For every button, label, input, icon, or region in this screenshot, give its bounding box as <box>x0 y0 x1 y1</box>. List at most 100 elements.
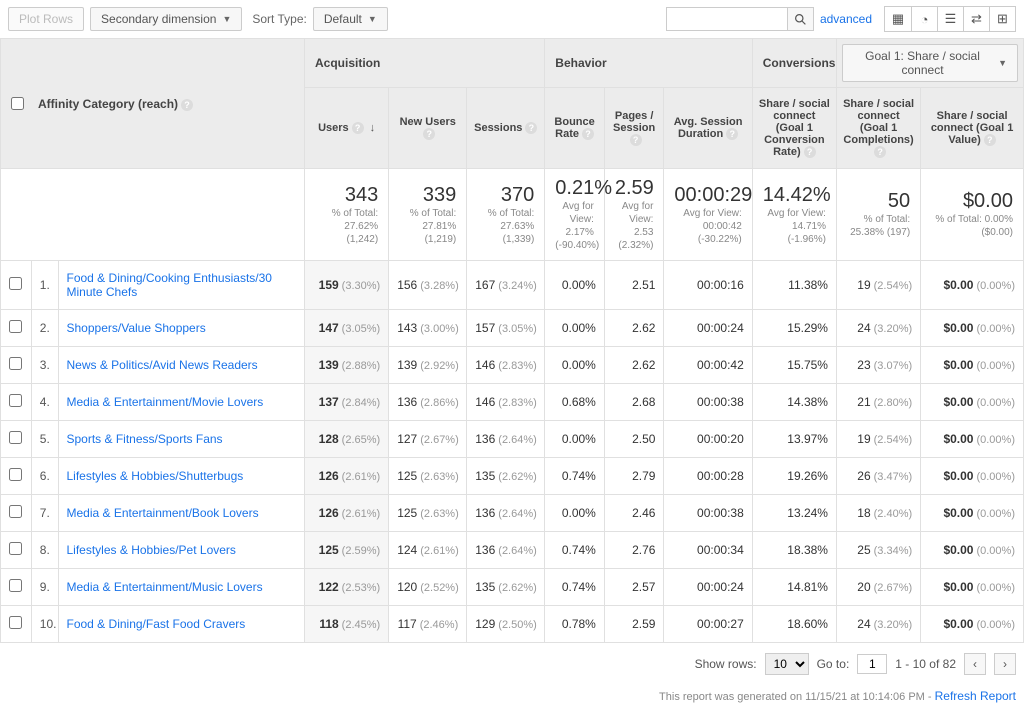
col-users[interactable]: Users?↓ <box>305 88 389 169</box>
advanced-link[interactable]: advanced <box>820 12 872 26</box>
view-bar-icon[interactable]: ☰ <box>937 7 963 31</box>
show-rows-label: Show rows: <box>695 657 757 671</box>
prev-page-button[interactable]: ‹ <box>964 653 986 675</box>
row-checkbox[interactable] <box>9 542 22 555</box>
refresh-report-link[interactable]: Refresh Report <box>935 689 1016 703</box>
view-table-icon[interactable]: ▦ <box>885 7 911 31</box>
cell-new-users: 124(2.61%) <box>389 532 467 569</box>
help-icon[interactable]: ? <box>181 99 193 111</box>
row-checkbox[interactable] <box>9 431 22 444</box>
help-icon[interactable]: ? <box>582 128 594 140</box>
row-dimension-link[interactable]: News & Politics/Avid News Readers <box>67 358 258 372</box>
cell-pps: 2.51 <box>604 261 664 310</box>
row-checkbox[interactable] <box>9 320 22 333</box>
row-dimension-link[interactable]: Sports & Fitness/Sports Fans <box>67 432 223 446</box>
row-dimension-link[interactable]: Media & Entertainment/Music Lovers <box>67 580 263 594</box>
cell-bounce: 0.00% <box>545 347 605 384</box>
cell-cr: 15.75% <box>752 347 836 384</box>
row-checkbox[interactable] <box>9 394 22 407</box>
row-checkbox[interactable] <box>9 357 22 370</box>
col-bounce[interactable]: Bounce Rate? <box>545 88 605 169</box>
cell-cr: 18.60% <box>752 606 836 643</box>
search-button[interactable] <box>787 8 813 30</box>
search-input[interactable] <box>667 12 787 26</box>
row-index: 5. <box>31 421 58 458</box>
row-checkbox[interactable] <box>9 505 22 518</box>
cell-new-users: 127(2.67%) <box>389 421 467 458</box>
cell-comp: 26(3.47%) <box>836 458 920 495</box>
cell-users: 137(2.84%) <box>305 384 389 421</box>
next-page-button[interactable]: › <box>994 653 1016 675</box>
cell-comp: 20(2.67%) <box>836 569 920 606</box>
sort-type-dropdown[interactable]: Default ▼ <box>313 7 388 31</box>
select-all-checkbox[interactable] <box>11 97 24 110</box>
row-dimension-link[interactable]: Food & Dining/Fast Food Cravers <box>67 617 246 631</box>
view-pivot-icon[interactable]: ⊞ <box>989 7 1015 31</box>
cell-pps: 2.57 <box>604 569 664 606</box>
cell-users: 126(2.61%) <box>305 495 389 532</box>
row-checkbox[interactable] <box>9 616 22 629</box>
col-sessions[interactable]: Sessions? <box>467 88 545 169</box>
plot-rows-button[interactable]: Plot Rows <box>8 7 84 31</box>
col-val[interactable]: Share / social connect (Goal 1 Value)? <box>921 88 1024 169</box>
chevron-down-icon: ▼ <box>222 14 231 24</box>
row-dimension-link[interactable]: Media & Entertainment/Movie Lovers <box>67 395 264 409</box>
cell-comp: 25(3.34%) <box>836 532 920 569</box>
help-icon[interactable]: ? <box>984 134 996 146</box>
summary-users: 343% of Total: 27.62% (1,242) <box>305 169 389 261</box>
row-dimension-link[interactable]: Food & Dining/Cooking Enthusiasts/30 Min… <box>67 271 272 299</box>
cell-sessions: 136(2.64%) <box>467 495 545 532</box>
cell-asd: 00:00:16 <box>664 261 752 310</box>
col-asd[interactable]: Avg. Session Duration? <box>664 88 752 169</box>
cell-new-users: 125(2.63%) <box>389 458 467 495</box>
cell-bounce: 0.00% <box>545 310 605 347</box>
help-icon[interactable]: ? <box>726 128 738 140</box>
row-dimension-link[interactable]: Media & Entertainment/Book Lovers <box>67 506 259 520</box>
cell-cr: 13.24% <box>752 495 836 532</box>
row-checkbox[interactable] <box>9 277 22 290</box>
help-icon[interactable]: ? <box>804 146 816 158</box>
summary-val: $0.00% of Total: 0.00% ($0.00) <box>921 169 1024 261</box>
view-switcher: ▦ ◔ ☰ ⇄ ⊞ <box>884 6 1016 32</box>
table-row: 10.Food & Dining/Fast Food Cravers118(2.… <box>1 606 1024 643</box>
cell-val: $0.00(0.00%) <box>921 347 1024 384</box>
row-dimension-link[interactable]: Lifestyles & Hobbies/Shutterbugs <box>67 469 244 483</box>
row-index: 9. <box>31 569 58 606</box>
help-icon[interactable]: ? <box>352 122 364 134</box>
cell-comp: 19(2.54%) <box>836 261 920 310</box>
cell-sessions: 129(2.50%) <box>467 606 545 643</box>
goal-selector-cell: Goal 1: Share / social connect▼ <box>836 39 1023 88</box>
cell-pps: 2.79 <box>604 458 664 495</box>
secondary-dimension-dropdown[interactable]: Secondary dimension ▼ <box>90 7 242 31</box>
cell-users: 159(3.30%) <box>305 261 389 310</box>
help-icon[interactable]: ? <box>874 146 886 158</box>
view-comparison-icon[interactable]: ⇄ <box>963 7 989 31</box>
col-cr[interactable]: Share / social connect (Goal 1 Conversio… <box>752 88 836 169</box>
table-row: 9.Media & Entertainment/Music Lovers122(… <box>1 569 1024 606</box>
cell-asd: 00:00:24 <box>664 569 752 606</box>
cell-pps: 2.59 <box>604 606 664 643</box>
table-row: 5.Sports & Fitness/Sports Fans128(2.65%)… <box>1 421 1024 458</box>
col-comp[interactable]: Share / social connect (Goal 1 Completio… <box>836 88 920 169</box>
summary-comp: 50% of Total: 25.38% (197) <box>836 169 920 261</box>
row-index: 6. <box>31 458 58 495</box>
goto-input[interactable] <box>857 654 887 674</box>
summary-asd: 00:00:29Avg for View: 00:00:42 (-30.22%) <box>664 169 752 261</box>
table-row: 3.News & Politics/Avid News Readers139(2… <box>1 347 1024 384</box>
help-icon[interactable]: ? <box>630 134 642 146</box>
row-checkbox[interactable] <box>9 468 22 481</box>
goal-selector-dropdown[interactable]: Goal 1: Share / social connect▼ <box>842 44 1018 82</box>
row-dimension-link[interactable]: Lifestyles & Hobbies/Pet Lovers <box>67 543 236 557</box>
toolbar: Plot Rows Secondary dimension ▼ Sort Typ… <box>0 0 1024 38</box>
help-icon[interactable]: ? <box>423 128 435 140</box>
cell-new-users: 125(2.63%) <box>389 495 467 532</box>
col-pps[interactable]: Pages / Session? <box>604 88 664 169</box>
row-dimension-link[interactable]: Shoppers/Value Shoppers <box>67 321 206 335</box>
show-rows-select[interactable]: 10 <box>765 653 809 675</box>
row-index: 3. <box>31 347 58 384</box>
view-pie-icon[interactable]: ◔ <box>911 7 937 31</box>
row-checkbox[interactable] <box>9 579 22 592</box>
help-icon[interactable]: ? <box>525 122 537 134</box>
col-new-users[interactable]: New Users? <box>389 88 467 169</box>
row-index: 2. <box>31 310 58 347</box>
